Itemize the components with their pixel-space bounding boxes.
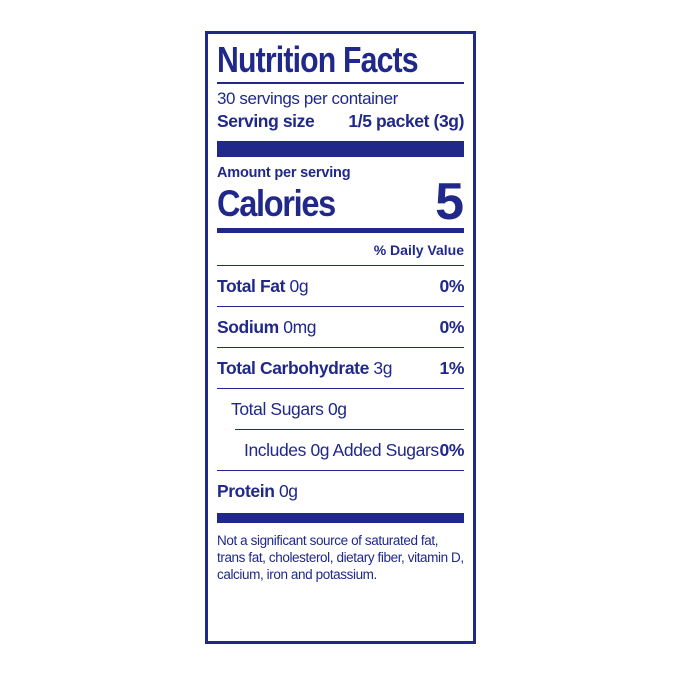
nutrient-name-amount: Sodium 0mg [217,317,316,338]
serving-size-value: 1/5 packet (3g) [348,111,464,132]
divider [217,264,464,266]
nutrient-daily-value: 0% [439,316,465,337]
nutrient-name-amount: Total Carbohydrate 3g [217,358,392,379]
divider [217,346,464,348]
nutrient-row-total-carbohydrate: Total Carbohydrate 3g 1% [217,348,464,388]
nutrient-name: Protein [217,480,275,501]
calories-label: Calories [217,183,336,225]
nutrient-name-amount: Protein 0g [217,481,298,502]
serving-size-label: Serving size [217,111,315,132]
divider [217,305,464,307]
nutrient-name-amount: Includes 0g Added Sugars [217,440,439,461]
nutrient-row-added-sugars: Includes 0g Added Sugars 0% [217,430,464,470]
nutrient-name: Total Fat [217,275,286,296]
nutrient-row-protein: Protein 0g [217,471,464,511]
serving-size-row: Serving size 1/5 packet (3g) [217,111,464,132]
calories-value: 5 [435,173,464,232]
nutrient-row-total-sugars: Total Sugars 0g [217,389,464,429]
nutrient-amount: 0g [327,398,347,419]
nutrient-daily-value: 0% [439,275,465,296]
nutrition-facts-label: Nutrition Facts 30 servings per containe… [205,31,476,644]
nutrient-name: Includes 0g Added Sugars [244,439,439,460]
divider [217,469,464,471]
divider-indented [235,428,464,430]
calories-row: Calories 5 [217,173,464,232]
nutrient-daily-value: 1% [439,357,465,378]
nutrient-row-sodium: Sodium 0mg 0% [217,307,464,347]
section-bar-thick [217,141,464,158]
nutrient-row-total-fat: Total Fat 0g 0% [217,266,464,306]
section-bar-medium [217,227,464,233]
nutrient-amount: 3g [373,357,393,378]
label-title: Nutrition Facts [217,39,419,80]
nutrient-name: Total Carbohydrate [217,357,369,378]
daily-value-header: % Daily Value [373,241,464,258]
servings-per-container: 30 servings per container [217,89,398,109]
nutrient-amount: 0mg [283,316,317,337]
nutrient-amount: 0g [278,480,298,501]
nutrient-daily-value: 0% [439,439,465,460]
nutrient-name: Total Sugars [231,398,324,419]
footnote: Not a significant source of saturated fa… [217,532,464,583]
nutrient-name-amount: Total Fat 0g [217,275,309,297]
divider [217,387,464,389]
amount-per-serving-label: Amount per serving [217,165,351,182]
nutrient-name-amount: Total Sugars 0g [217,399,347,420]
nutrient-amount: 0g [289,275,309,296]
section-bar-footer [217,512,464,523]
nutrient-name: Sodium [217,316,279,337]
divider [217,82,464,85]
